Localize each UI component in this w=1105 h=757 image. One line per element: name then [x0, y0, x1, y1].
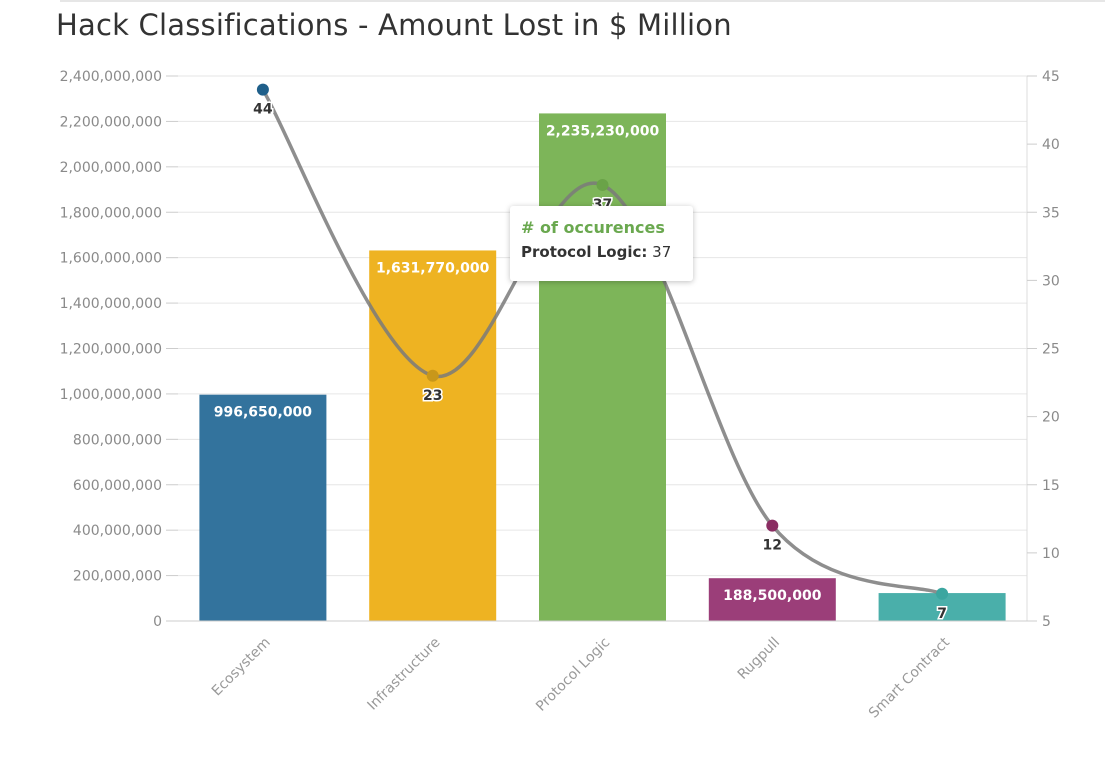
- left-axis-tick-label: 400,000,000: [73, 523, 162, 539]
- left-axis-tick-label: 1,400,000,000: [60, 296, 162, 312]
- right-axis-tick-label: 45: [1042, 69, 1060, 85]
- left-axis-tick-label: 1,200,000,000: [60, 342, 162, 358]
- left-axis-tick-label: 0: [153, 614, 162, 630]
- right-axis-tick-label: 5: [1042, 614, 1051, 630]
- x-axis-category-label: Protocol Logic: [533, 635, 613, 715]
- occurrences-point[interactable]: [936, 587, 949, 600]
- right-axis-tick-label: 35: [1042, 205, 1060, 221]
- left-axis-tick-label: 2,400,000,000: [60, 69, 162, 85]
- chart-title: Hack Classifications - Amount Lost in $ …: [56, 8, 732, 42]
- right-axis-tick-label: 15: [1042, 478, 1060, 494]
- bar-rugpull[interactable]: [708, 578, 836, 621]
- left-axis-tick-label: 800,000,000: [73, 432, 162, 448]
- x-axis-category-label: Smart Contract: [866, 634, 953, 721]
- bar-protocol-logic[interactable]: [539, 113, 666, 622]
- right-axis-tick-label: 20: [1042, 410, 1060, 426]
- left-axis-tick-label: 600,000,000: [73, 478, 162, 494]
- occurrences-point[interactable]: [596, 179, 609, 191]
- left-axis-tick-label: 200,000,000: [73, 569, 162, 585]
- x-axis-category-label: Rugpull: [735, 635, 783, 683]
- point-data-label: 23: [423, 388, 442, 404]
- bar-infrastructure[interactable]: [369, 250, 497, 622]
- occurrences-point[interactable]: [256, 83, 269, 96]
- right-axis-tick-label: 40: [1042, 137, 1060, 153]
- left-axis-tick-label: 2,000,000,000: [60, 160, 162, 176]
- x-axis-category-label: Ecosystem: [209, 635, 274, 700]
- left-axis-tick-label: 1,800,000,000: [60, 205, 162, 221]
- right-axis-tick-label: 10: [1042, 546, 1060, 562]
- occurrences-point[interactable]: [426, 369, 439, 382]
- left-axis-tick-label: 2,200,000,000: [60, 114, 162, 130]
- bar-data-label: 996,650,000: [214, 405, 313, 421]
- top-divider: [60, 0, 1105, 2]
- bar-data-label: 188,500,000: [723, 588, 822, 604]
- bar-ecosystem[interactable]: [199, 394, 327, 621]
- chart-tooltip: # of occurences Protocol Logic: 37: [510, 206, 693, 281]
- tooltip-title: # of occurences: [521, 218, 665, 237]
- point-data-label: 12: [763, 538, 782, 554]
- occurrences-point[interactable]: [766, 519, 779, 532]
- left-axis-tick-label: 1,600,000,000: [60, 251, 162, 267]
- right-axis-tick-label: 30: [1042, 273, 1060, 289]
- right-axis-tick-label: 25: [1042, 342, 1060, 358]
- tooltip-value: 37: [652, 243, 672, 261]
- bar-data-label: 1,631,770,000: [376, 260, 490, 276]
- point-data-label: 7: [937, 606, 947, 622]
- x-axis-category-label: Infrastructure: [364, 635, 443, 714]
- point-data-label: 44: [253, 102, 273, 118]
- left-axis-tick-label: 1,000,000,000: [60, 387, 162, 403]
- bar-data-label: 2,235,230,000: [546, 123, 660, 139]
- tooltip-category: Protocol Logic:: [521, 243, 648, 261]
- tooltip-row: Protocol Logic: 37: [521, 243, 682, 261]
